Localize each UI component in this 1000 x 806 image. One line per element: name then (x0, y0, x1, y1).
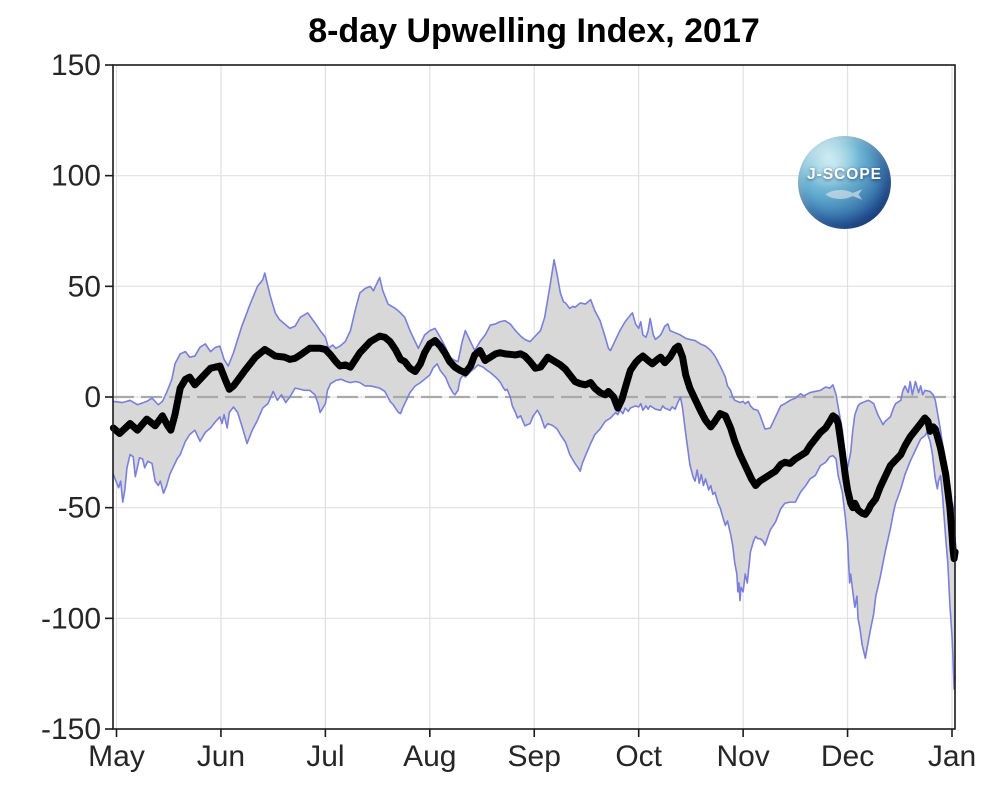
x-tick-label: Oct (615, 740, 662, 773)
x-tick-label: May (88, 740, 145, 773)
y-tick-label: 50 (68, 270, 101, 303)
y-tick-label: 150 (51, 49, 101, 82)
y-tick-label: -100 (41, 602, 101, 635)
chart-title: 8-day Upwelling Index, 2017 (308, 12, 760, 50)
ensemble-range-band (113, 259, 956, 690)
fish-icon (825, 188, 862, 200)
x-tick-label: Jan (928, 740, 976, 773)
x-tick-label: Aug (403, 740, 456, 773)
y-tick-label: -150 (41, 713, 101, 746)
x-tick-label: Jul (306, 740, 344, 773)
y-tick-label: -50 (58, 492, 101, 525)
y-tick-label: 100 (51, 160, 101, 193)
x-tick-label: Jun (197, 740, 245, 773)
jscope-logo: J-SCOPE (798, 136, 891, 229)
upper-bound-line (112, 258, 956, 520)
x-tick-label: Dec (821, 740, 874, 773)
x-tick-label: Sep (508, 740, 561, 773)
y-tick-label: 0 (84, 381, 101, 414)
ensemble-mean-line (109, 332, 959, 563)
lower-bound-line (112, 362, 956, 690)
x-tick-label: Nov (716, 740, 769, 773)
jscope-logo-label: J-SCOPE (806, 165, 883, 183)
